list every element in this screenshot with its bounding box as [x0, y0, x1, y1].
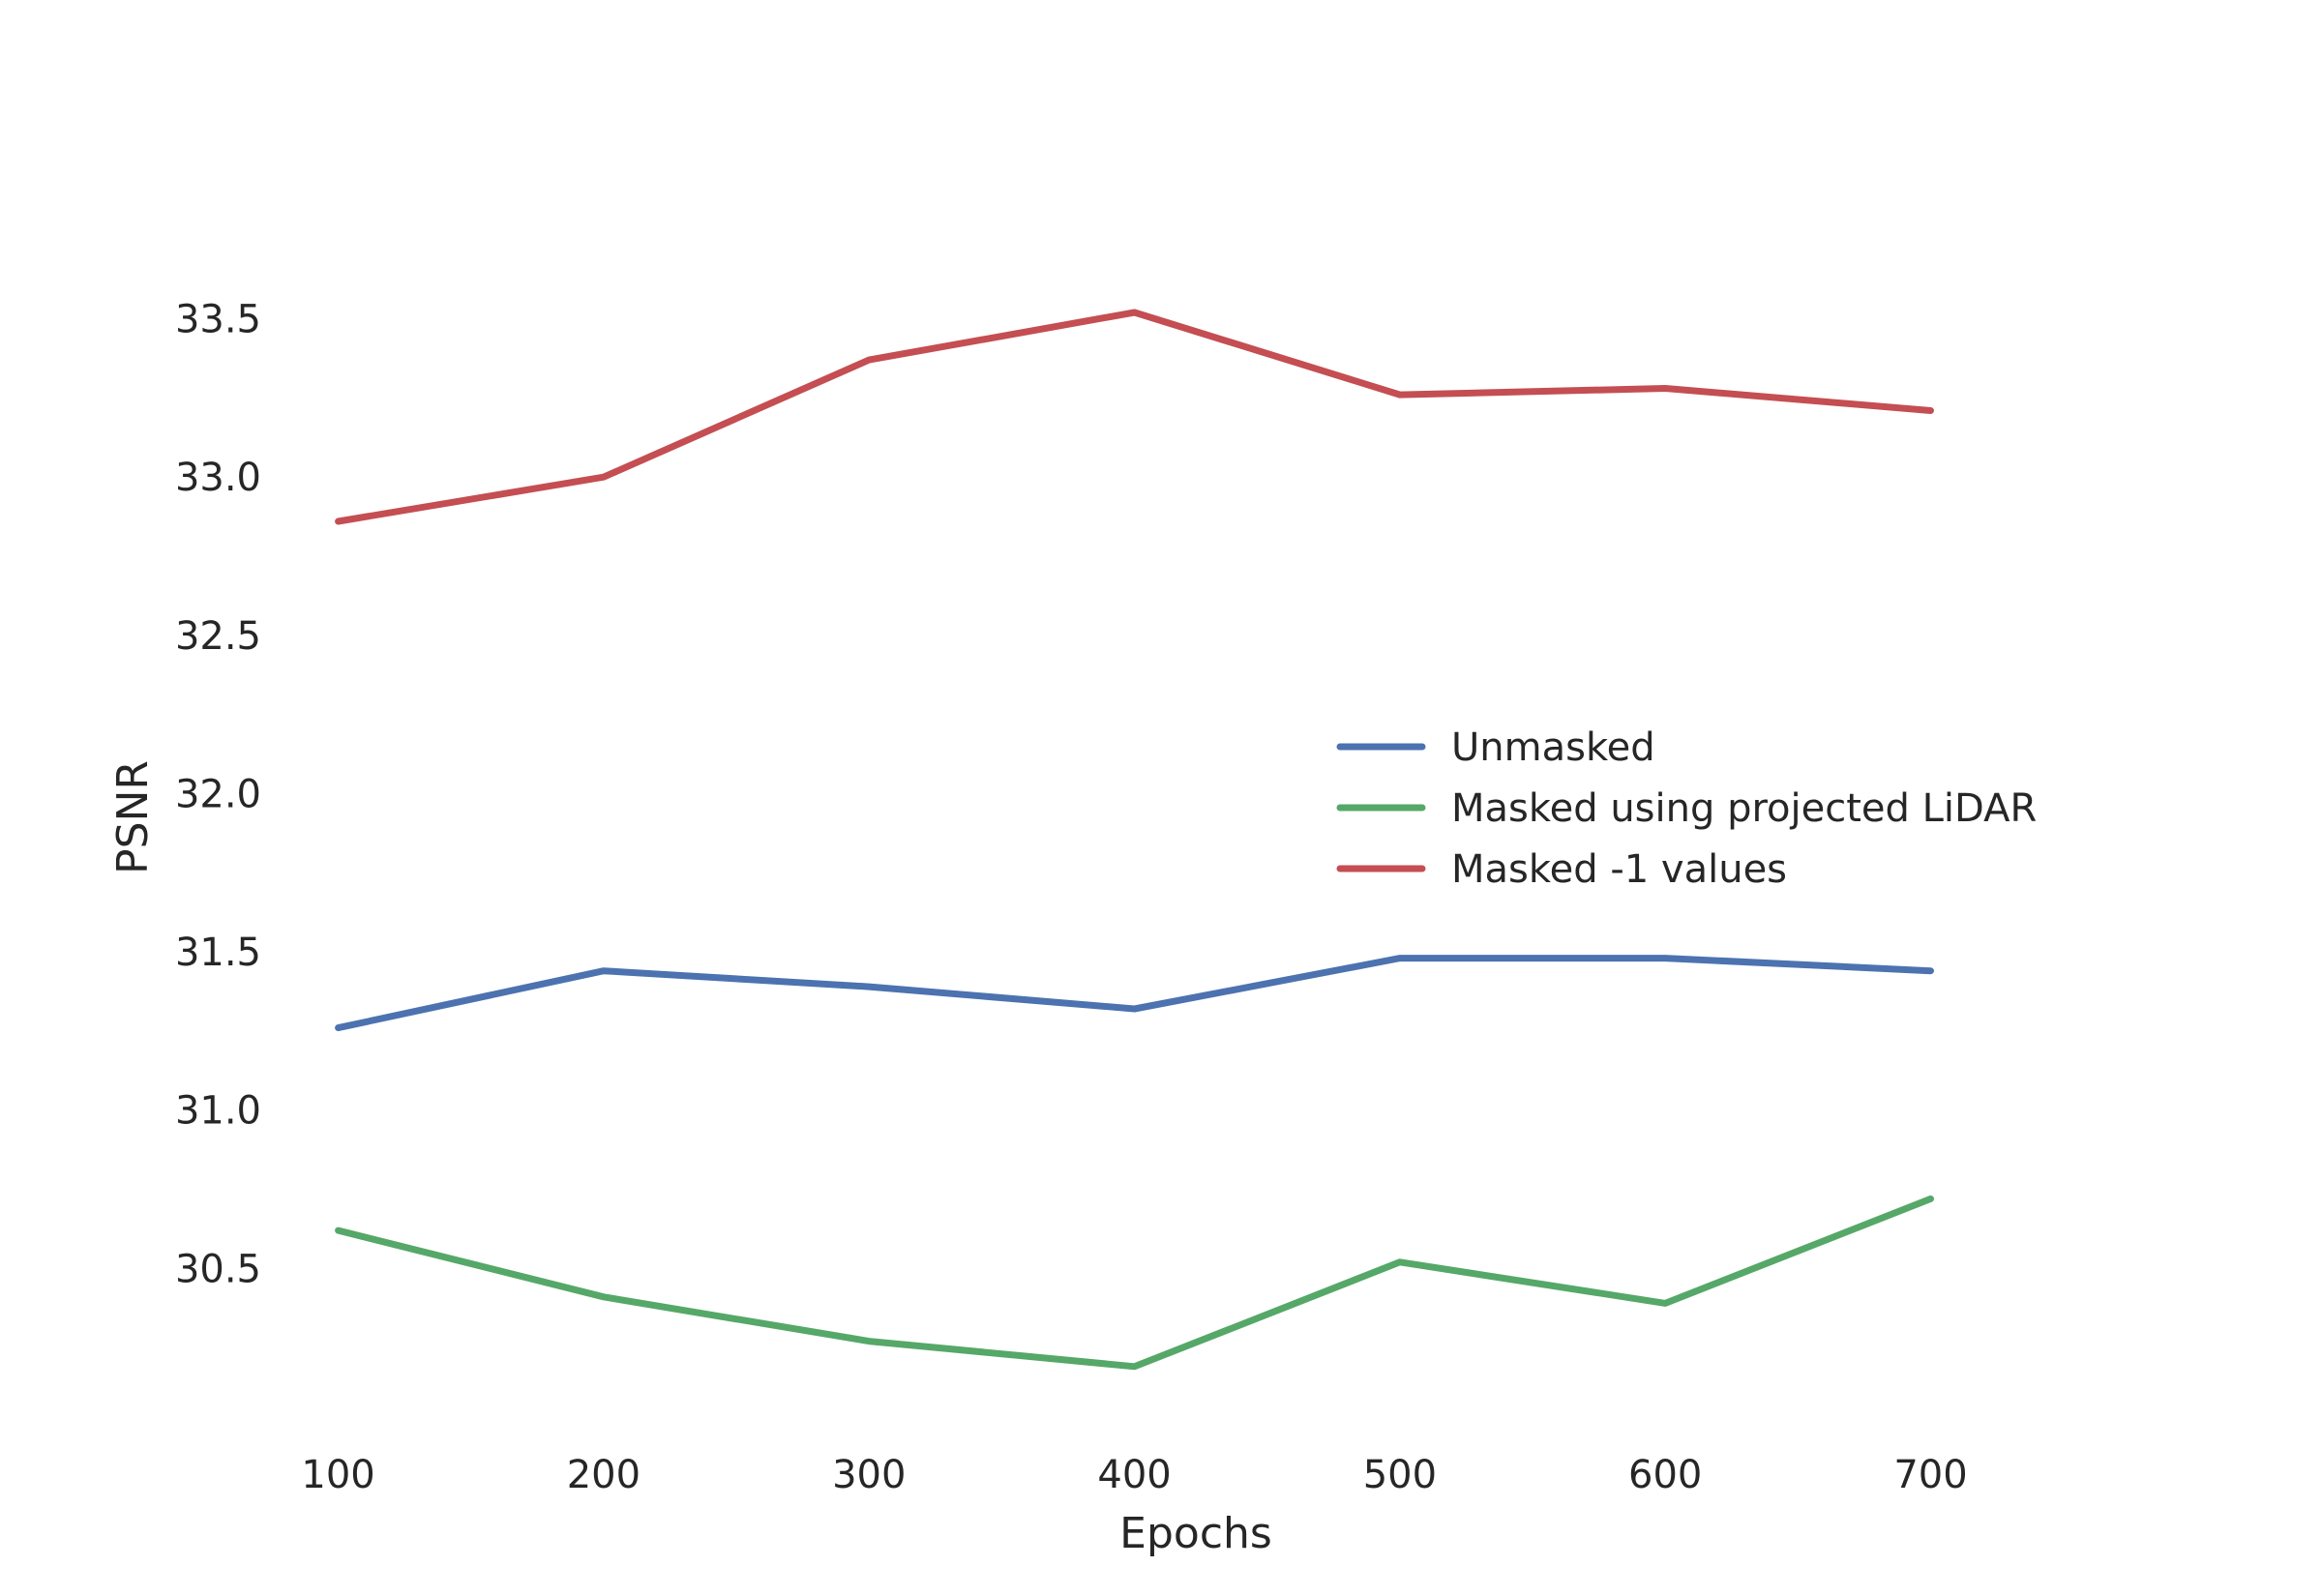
x-tick-label: 600 — [1628, 1453, 1702, 1497]
series-line-1 — [335, 1195, 1934, 1371]
y-tick-label: 31.5 — [175, 931, 261, 975]
legend-item-unmasked: Unmasked — [1336, 725, 1655, 770]
x-tick-label: 200 — [567, 1453, 640, 1497]
legend-item-masked-lidar: Masked using projected LiDAR — [1336, 786, 2037, 831]
legend: Unmasked Masked using projected LiDAR Ma… — [1336, 725, 2037, 892]
x-tick-label: 700 — [1893, 1453, 1967, 1497]
legend-item-masked-neg1: Masked -1 values — [1336, 847, 1787, 892]
series-line-0 — [335, 955, 1934, 1032]
legend-label-unmasked: Unmasked — [1451, 725, 1655, 770]
series-lines — [335, 309, 1934, 1371]
legend-label-masked-lidar: Masked using projected LiDAR — [1451, 786, 2037, 831]
y-tick-label: 33.5 — [175, 298, 261, 342]
y-tick-label: 31.0 — [175, 1089, 261, 1134]
y-tick-label: 30.5 — [175, 1247, 261, 1291]
y-axis-ticks: 30.5 31.0 31.5 32.0 32.5 33.0 33.5 — [175, 298, 261, 1292]
y-axis-label: PSNR — [108, 760, 158, 874]
x-tick-label: 300 — [832, 1453, 906, 1497]
x-axis-label: Epochs — [1119, 1509, 1272, 1558]
x-tick-label: 500 — [1363, 1453, 1437, 1497]
series-line-2 — [335, 309, 1934, 525]
x-axis-ticks: 100 200 300 400 500 600 700 — [301, 1453, 1967, 1497]
x-tick-label: 400 — [1097, 1453, 1171, 1497]
x-tick-label: 100 — [301, 1453, 374, 1497]
y-tick-label: 33.0 — [175, 456, 261, 500]
y-tick-label: 32.5 — [175, 614, 261, 659]
y-tick-label: 32.0 — [175, 772, 261, 816]
legend-label-masked-neg1: Masked -1 values — [1451, 847, 1787, 892]
